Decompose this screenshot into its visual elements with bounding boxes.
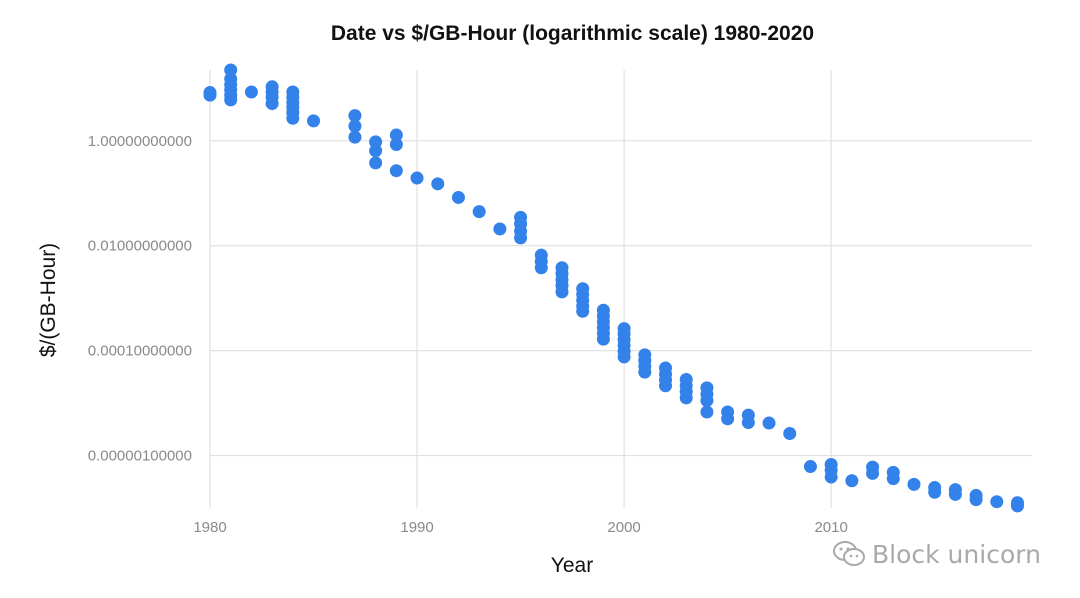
data-point <box>969 493 983 507</box>
data-point <box>286 111 300 125</box>
data-point <box>389 128 403 142</box>
data-point <box>659 379 673 393</box>
data-point <box>948 487 962 501</box>
data-point <box>1011 499 1025 513</box>
x-tick-label: 1980 <box>193 519 226 536</box>
x-tick-label: 2000 <box>607 519 640 536</box>
grid-lines <box>209 70 1032 508</box>
y-tick-label: 0.00000100000 <box>88 448 192 465</box>
data-point <box>596 332 610 346</box>
data-point <box>534 261 548 275</box>
data-point <box>348 109 362 123</box>
data-point <box>555 285 569 299</box>
y-axis-label: $/(GB-Hour) <box>37 243 60 357</box>
data-point <box>203 88 217 102</box>
data-point <box>576 304 590 318</box>
y-axis-ticks: 1.00000000000 0.01000000000 0.00010000000 0… <box>88 133 192 465</box>
data-point <box>410 171 424 185</box>
data-point <box>741 415 755 429</box>
data-point <box>803 460 817 474</box>
data-points <box>203 63 1025 513</box>
data-point <box>369 156 383 170</box>
data-point <box>224 93 238 107</box>
data-point <box>244 85 258 99</box>
data-point <box>389 137 403 151</box>
data-point <box>886 472 900 486</box>
watermark-text: Block unicorn <box>872 539 1041 569</box>
x-axis-ticks: 1980 1990 2000 2010 <box>193 519 848 536</box>
data-point <box>431 177 445 191</box>
chart-title: Date vs $/GB-Hour (logarithmic scale) 19… <box>330 22 815 45</box>
data-point <box>638 365 652 379</box>
data-point <box>617 350 631 364</box>
data-point <box>348 119 362 133</box>
data-point <box>307 114 321 128</box>
data-point <box>265 97 279 111</box>
data-point <box>762 416 776 430</box>
x-axis-label: Year <box>551 554 593 577</box>
data-point <box>700 405 714 419</box>
data-point <box>700 393 714 407</box>
data-point <box>493 222 507 236</box>
data-point <box>472 205 486 219</box>
data-point <box>907 477 921 491</box>
x-tick-label: 2010 <box>814 519 847 536</box>
data-point <box>845 474 859 488</box>
data-point <box>721 412 735 426</box>
data-point <box>369 135 383 149</box>
data-point <box>824 470 838 484</box>
data-point <box>990 495 1004 509</box>
y-tick-label: 0.00010000000 <box>88 343 192 360</box>
wechat-icon <box>833 541 865 566</box>
y-tick-label: 1.00000000000 <box>88 133 192 150</box>
data-point <box>369 144 383 158</box>
data-point <box>348 130 362 144</box>
data-point <box>451 190 465 204</box>
data-point <box>866 466 880 480</box>
y-tick-label: 0.01000000000 <box>88 238 192 255</box>
data-point <box>928 485 942 499</box>
watermark: Block unicorn <box>832 537 1062 571</box>
data-point <box>514 231 528 245</box>
data-point <box>679 391 693 405</box>
data-point <box>224 63 238 77</box>
data-point <box>389 164 403 178</box>
x-tick-label: 1990 <box>400 519 433 536</box>
data-point <box>783 427 797 441</box>
